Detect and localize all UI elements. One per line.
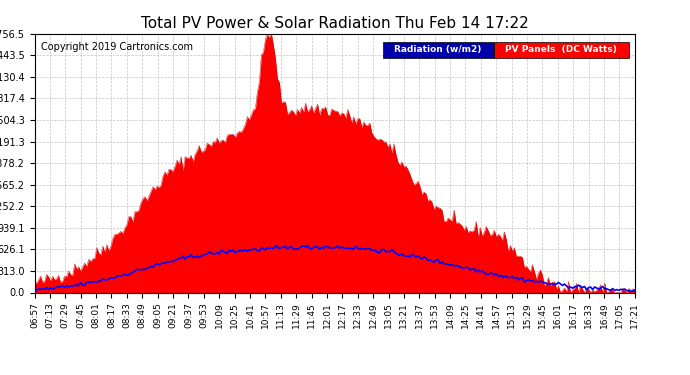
FancyBboxPatch shape	[383, 42, 494, 58]
FancyBboxPatch shape	[494, 42, 629, 58]
Title: Total PV Power & Solar Radiation Thu Feb 14 17:22: Total PV Power & Solar Radiation Thu Feb…	[141, 16, 529, 31]
Text: Radiation (w/m2): Radiation (w/m2)	[394, 45, 482, 54]
Text: PV Panels  (DC Watts): PV Panels (DC Watts)	[505, 45, 617, 54]
Text: Copyright 2019 Cartronics.com: Copyright 2019 Cartronics.com	[41, 42, 193, 51]
